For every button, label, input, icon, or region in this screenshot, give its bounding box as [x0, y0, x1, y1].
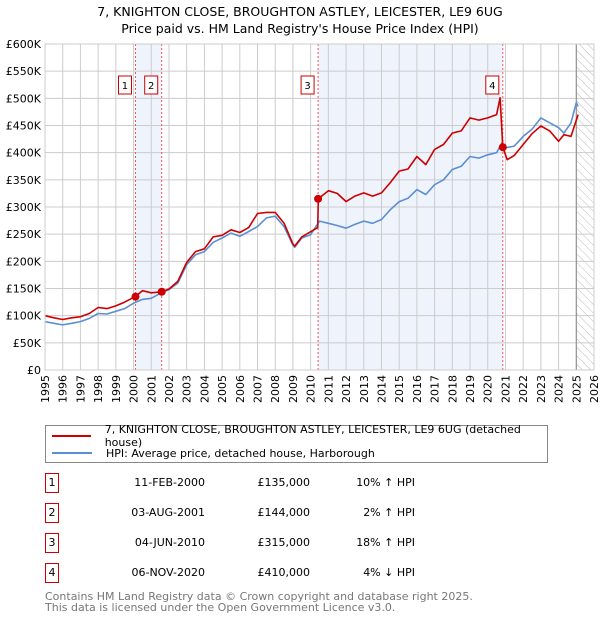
chart-subtitle: Price paid vs. HM Land Registry's House …: [121, 21, 479, 36]
x-tick-label: 2021: [499, 375, 512, 403]
y-tick-label: £550K: [6, 65, 42, 78]
transaction-marker: 4: [45, 563, 59, 583]
legend: 7, KNIGHTON CLOSE, BROUGHTON ASTLEY, LEI…: [45, 423, 548, 463]
transaction-date: 04-JUN-2010: [134, 536, 205, 549]
sale-label-box: [144, 75, 159, 95]
x-tick-label: 1997: [74, 375, 87, 403]
y-tick-label: £500K: [6, 92, 42, 105]
x-tick-label: 2022: [517, 375, 530, 403]
transaction-price: £144,000: [257, 506, 311, 519]
transaction-date: 03-AUG-2001: [131, 506, 205, 519]
price-chart: 1995 1996 1997 1998 1999 2000 2001 2002 2003 2004…: [6, 38, 600, 403]
chart-title: 7, KNIGHTON CLOSE, BROUGHTON ASTLEY, LEI…: [97, 4, 503, 19]
sale-label-box: [300, 75, 315, 95]
y-tick-label: £450K: [6, 120, 42, 133]
x-tick-label: 1995: [39, 375, 52, 403]
x-tick-label: 2012: [340, 375, 353, 403]
y-tick-label: £200K: [6, 255, 42, 268]
plot-border: [44, 43, 595, 371]
legend-swatch-red: [52, 435, 91, 437]
sale-point-marker: [157, 287, 166, 296]
legend-label-hpi: HPI: Average price, detached house, Harb…: [106, 446, 375, 460]
sale-label: 1: [122, 81, 128, 92]
transaction-marker: 3: [45, 533, 59, 553]
x-tick-label: 2020: [482, 375, 495, 403]
transaction-date: 06-NOV-2020: [131, 566, 205, 579]
x-tick-label: 2018: [446, 375, 459, 403]
x-tick-label: 2011: [322, 375, 335, 403]
transaction-price: £410,000: [257, 566, 311, 579]
footer-copyright: Contains HM Land Registry data © Crown c…: [45, 590, 473, 603]
legend-label-property: 7, KNIGHTON CLOSE, BROUGHTON ASTLEY, LEI…: [104, 423, 521, 449]
transaction-marker: 1: [45, 473, 59, 493]
x-tick-label: 1996: [57, 375, 70, 403]
sale-label-box: [485, 75, 500, 95]
sale-label-box: [117, 75, 132, 95]
x-tick-label: 2017: [429, 375, 442, 403]
transaction-date: 11-FEB-2000: [134, 476, 205, 489]
x-tick-label: 2026: [588, 375, 600, 403]
x-tick-label: 2003: [181, 375, 194, 403]
x-tick-label: 2005: [216, 375, 229, 403]
x-tick-label: 1999: [110, 375, 123, 403]
transaction-hpi-diff: 4% ↓ HPI: [363, 566, 415, 579]
x-tick-label: 2010: [305, 375, 318, 403]
x-tick-label: 2009: [287, 375, 300, 403]
x-tick-label: 2002: [163, 375, 176, 403]
sale-point-marker: [314, 194, 323, 203]
x-tick-label: 2006: [234, 375, 247, 403]
x-tick-label: 2007: [252, 375, 265, 403]
transaction-price: £315,000: [257, 536, 311, 549]
y-tick-label: £150K: [6, 283, 42, 296]
y-tick-label: £0: [27, 364, 41, 377]
x-tick-label: 2023: [535, 375, 548, 403]
y-tick-label: £250K: [6, 228, 42, 241]
sale-label: 3: [304, 81, 310, 92]
sale-point-marker: [498, 143, 507, 152]
legend-item-property: 7, KNIGHTON CLOSE, BROUGHTON ASTLEY, LEI…: [52, 423, 547, 449]
y-tick-label: £600K: [6, 38, 42, 51]
y-tick-label: £100K: [6, 310, 42, 323]
transaction-hpi-diff: 18% ↑ HPI: [356, 536, 415, 549]
transaction-marker: 2: [45, 503, 59, 523]
transaction-price: £135,000: [257, 476, 311, 489]
legend-item-hpi: HPI: Average price, detached house, Harb…: [52, 445, 375, 461]
x-tick-label: 2001: [145, 375, 158, 403]
transaction-hpi-diff: 10% ↑ HPI: [356, 476, 415, 489]
y-tick-label: £300K: [6, 201, 42, 214]
x-tick-label: 2016: [411, 375, 424, 403]
legend-swatch-blue: [52, 452, 92, 454]
sale-label: 4: [489, 81, 495, 92]
sale-point-marker: [131, 292, 140, 301]
y-tick-label: £400K: [6, 147, 42, 160]
footer-licence: This data is licensed under the Open Gov…: [45, 601, 396, 614]
x-tick-label: 1998: [92, 375, 105, 403]
x-tick-label: 2004: [198, 375, 211, 403]
x-tick-label: 2008: [269, 375, 282, 403]
y-tick-label: £50K: [13, 337, 42, 350]
x-tick-label: 2019: [464, 375, 477, 403]
transaction-hpi-diff: 2% ↑ HPI: [363, 506, 415, 519]
x-tick-label: 2015: [393, 375, 406, 403]
y-tick-label: £350K: [6, 174, 42, 187]
x-tick-label: 2014: [375, 375, 388, 403]
x-tick-label: 2025: [570, 375, 583, 403]
x-tick-label: 2024: [553, 375, 566, 403]
x-tick-label: 2000: [128, 375, 141, 403]
sale-label: 2: [148, 81, 154, 92]
x-tick-label: 2013: [358, 375, 371, 403]
